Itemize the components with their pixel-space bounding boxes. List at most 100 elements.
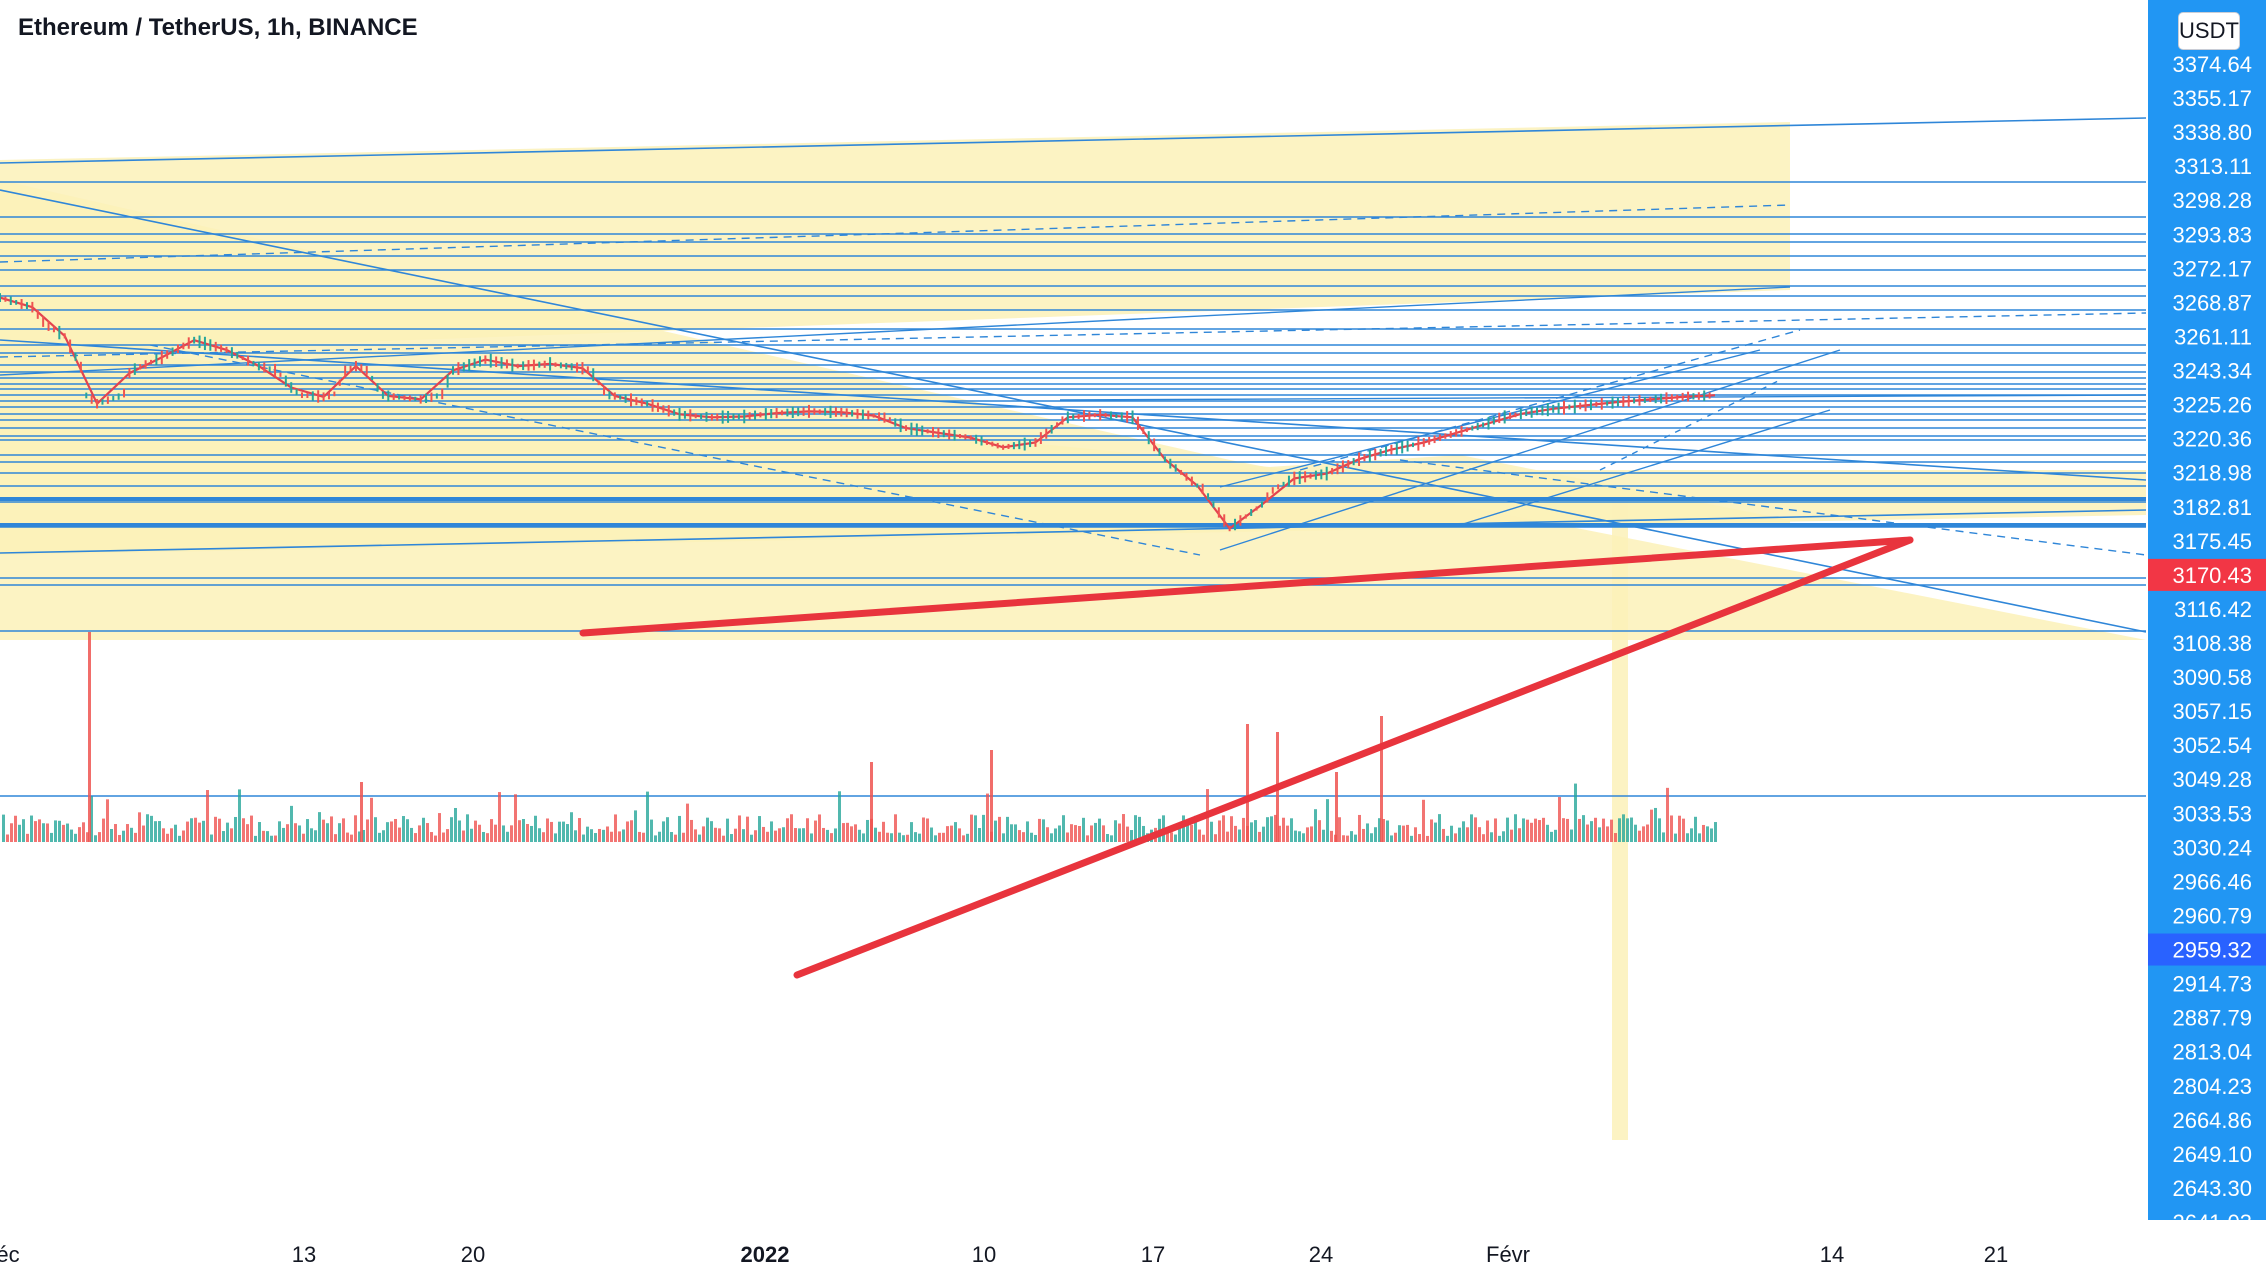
volume-bar	[298, 825, 301, 842]
volume-bar	[1458, 827, 1461, 842]
volume-bar	[470, 828, 473, 842]
price-label: 2959.32	[2172, 938, 2252, 963]
volume-bar	[186, 821, 189, 842]
volume-bar	[402, 816, 405, 842]
volume-bar	[1270, 816, 1273, 842]
volume-bar	[1422, 799, 1425, 842]
horizontal-levels	[0, 181, 2146, 797]
price-label: 3220.36	[2172, 427, 2252, 452]
volume-bar	[462, 830, 465, 842]
volume-bar	[1166, 830, 1169, 842]
trend-line-3	[0, 509, 2147, 554]
price-label: 2914.73	[2172, 972, 2252, 997]
volume-bar	[242, 818, 245, 842]
volume-bar	[1418, 834, 1421, 842]
volume-bar	[262, 830, 265, 842]
volume-bar	[830, 833, 833, 842]
volume-bar	[1522, 818, 1525, 842]
volume-bar	[954, 822, 957, 842]
volume-bar	[874, 827, 877, 842]
volume-bar	[1546, 824, 1549, 842]
volume-bar	[246, 824, 249, 842]
price-label: 3170.43	[2172, 563, 2252, 588]
volume-bar	[1606, 826, 1609, 842]
volume-bar	[834, 828, 837, 842]
volume-bar	[1582, 815, 1585, 842]
volume-bar	[390, 821, 393, 842]
volume-bar	[770, 821, 773, 842]
volume-bar	[1222, 815, 1225, 842]
volume-bar	[218, 818, 221, 842]
trend-line-12	[1459, 409, 1831, 526]
volume-bar	[1078, 825, 1081, 842]
volume-bar	[78, 827, 81, 842]
red-trend-lines[interactable]	[579, 536, 1914, 979]
volume-bar	[946, 826, 949, 842]
volume-bar	[1286, 825, 1289, 842]
volume-bar	[886, 832, 889, 842]
volume-bar	[1022, 832, 1025, 842]
chart-title: Ethereum / TetherUS, 1h, BINANCE	[18, 14, 418, 41]
price-label: 3108.38	[2172, 631, 2252, 656]
time-scale[interactable]: éc 13 20 2022 10 17 24 Févr 14 21	[0, 1228, 2266, 1274]
volume-bar	[10, 823, 13, 842]
price-label: 3355.17	[2172, 86, 2252, 111]
price-label: 3175.45	[2172, 529, 2252, 554]
volume-bar	[82, 822, 85, 842]
volume-bar	[466, 814, 469, 842]
volume-bar	[1046, 827, 1049, 842]
volume-bar	[1498, 835, 1501, 842]
time-label: 10	[972, 1242, 996, 1267]
volume-bar	[486, 833, 489, 842]
price-label: 3225.26	[2172, 393, 2252, 418]
volume-bar	[126, 824, 129, 842]
volume-bar	[362, 829, 365, 842]
volume-bar	[102, 818, 105, 842]
volume-bar	[906, 834, 909, 842]
currency-badge[interactable]: USDT	[2178, 12, 2240, 50]
volume-bar	[1666, 787, 1669, 842]
price-label: 3182.81	[2172, 495, 2252, 520]
volume-bar	[146, 814, 149, 842]
volume-bar	[1034, 834, 1037, 842]
volume-bar	[814, 820, 817, 842]
volume-bar	[118, 834, 121, 842]
volume-bar	[1350, 831, 1353, 842]
volume-bar	[1562, 818, 1565, 842]
volume-bar	[1194, 815, 1197, 842]
volume-bar	[706, 817, 709, 842]
volume-bar	[114, 824, 117, 842]
volume-bar	[418, 825, 421, 842]
volume-bar	[998, 816, 1001, 842]
volume-bar	[1662, 832, 1665, 842]
volume-bar	[586, 826, 589, 842]
volume-bar	[190, 818, 193, 842]
volume-bar	[934, 835, 937, 842]
price-label: 2643.30	[2172, 1176, 2252, 1201]
volume-bar	[370, 797, 373, 842]
volume-bar	[1294, 830, 1297, 842]
volume-bar	[1082, 817, 1085, 842]
volume-bar	[206, 790, 209, 842]
volume-bar	[1670, 815, 1673, 842]
volume-bar	[58, 820, 61, 842]
trend-line-13	[1599, 379, 1781, 471]
volume-spike	[1380, 716, 1383, 842]
volume-bar	[1110, 835, 1113, 842]
volume-bar	[734, 828, 737, 842]
volume-bar	[602, 829, 605, 842]
volume-bar	[326, 823, 329, 842]
volume-bar	[222, 831, 225, 842]
volume-bar	[894, 814, 897, 842]
volume-bar	[926, 818, 929, 842]
price-label: 3243.34	[2172, 359, 2252, 384]
volume-bar	[66, 823, 69, 842]
volume-bar	[454, 807, 457, 842]
volume-bar	[306, 819, 309, 842]
volume-bar	[1386, 820, 1389, 842]
volume-bar	[826, 829, 829, 842]
volume-bar	[1230, 816, 1233, 842]
price-scale[interactable]: 3374.64 3355.17 3338.80 3313.11 3298.28 3293.…	[2146, 0, 2266, 1274]
volume-bar	[274, 835, 277, 842]
